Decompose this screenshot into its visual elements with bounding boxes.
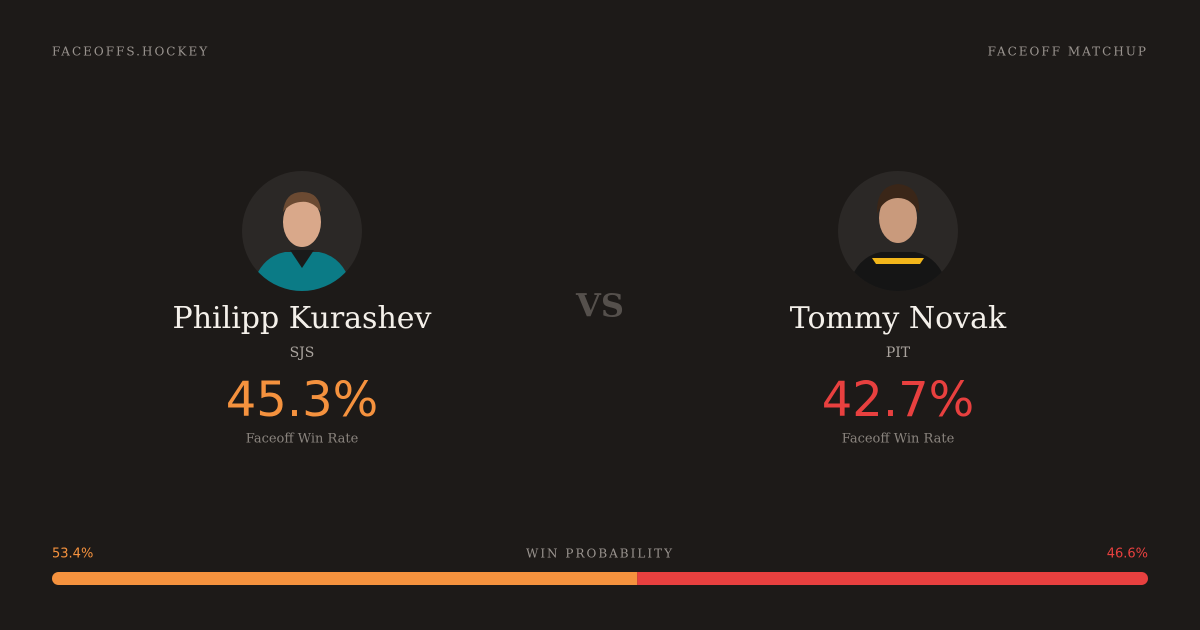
win-rate-label: Faceoff Win Rate [246, 432, 359, 447]
win-rate: 42.7% [822, 372, 974, 428]
site-name: FACEOFFS.HOCKEY [52, 45, 209, 59]
probability-segment [637, 572, 1148, 585]
page-label: FACEOFF MATCHUP [988, 45, 1148, 59]
player-name: Tommy Novak [790, 301, 1007, 336]
probability-label: 53.4% [52, 547, 93, 562]
player-team: PIT [886, 345, 911, 361]
avatar [242, 171, 362, 291]
player-team: SJS [290, 345, 315, 361]
probability-segment [52, 572, 638, 585]
probability-bar [52, 572, 1148, 585]
probability-label: 46.6% [1107, 547, 1148, 562]
player-name: Philipp Kurashev [173, 301, 432, 336]
win-rate: 45.3% [226, 372, 378, 428]
win-rate-label: Faceoff Win Rate [842, 432, 955, 447]
avatar [838, 171, 958, 291]
versus: VS [575, 287, 624, 325]
win-probability-title: WIN PROBABILITY [526, 547, 674, 561]
